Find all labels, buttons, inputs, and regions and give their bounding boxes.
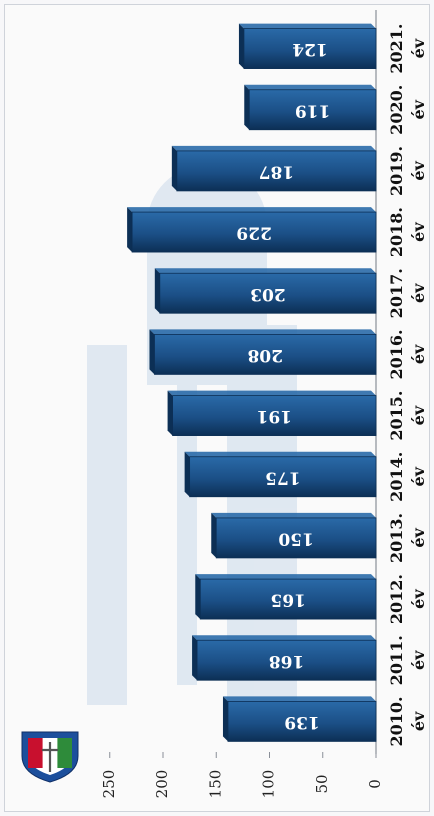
bar	[176, 150, 377, 192]
bar-top-face	[192, 635, 376, 641]
category-year-label: 2015.	[387, 391, 406, 441]
bar-end-face	[184, 451, 190, 497]
bar-end-face	[244, 84, 250, 130]
category-label: 2011. év	[387, 635, 428, 685]
bar-top-face	[171, 145, 376, 151]
category-unit-label: év	[409, 711, 428, 731]
bar-value-label: 203	[250, 284, 286, 304]
category-unit-label: év	[409, 38, 428, 58]
bar-value-label: 187	[259, 161, 295, 181]
bar-value-label: 191	[257, 406, 293, 426]
category-year-label: 2011.	[387, 635, 406, 685]
bar-end-face	[171, 145, 177, 191]
bar	[159, 272, 377, 314]
category-year-label: 2012.	[387, 574, 406, 624]
bar-end-face	[222, 696, 228, 742]
category-label: 2012. év	[387, 574, 428, 624]
bar-end-face	[192, 635, 198, 681]
category-label: 2016. év	[387, 329, 428, 379]
bar-top-face	[167, 390, 376, 396]
bar	[154, 334, 377, 375]
bar-end-face	[195, 574, 201, 620]
category-year-label: 2016.	[387, 329, 406, 379]
category-label: 2017. év	[387, 268, 428, 318]
bar-value-label: 208	[247, 345, 283, 365]
category-label: 2010. év	[387, 696, 428, 746]
category-unit-label: év	[409, 222, 428, 242]
shield-crest-icon	[21, 731, 79, 783]
category-label: 2021. év	[387, 24, 428, 74]
bar	[189, 456, 377, 498]
category-label: 2015. év	[387, 391, 428, 441]
bar	[131, 211, 377, 253]
value-tick-label: 100	[260, 770, 278, 799]
category-label: 2019. év	[387, 146, 428, 196]
category-year-label: 2019.	[387, 146, 406, 196]
bar-end-face	[127, 207, 133, 253]
category-unit-label: év	[409, 99, 428, 119]
bar-top-face	[195, 574, 376, 580]
bar-end-face	[238, 23, 244, 69]
bar	[172, 395, 377, 436]
bar	[248, 89, 377, 131]
bar-end-face	[211, 512, 217, 558]
category-label: 2013. év	[387, 513, 428, 563]
bar-value-label: 175	[265, 467, 301, 487]
category-year-label: 2017.	[387, 268, 406, 318]
category-unit-label: év	[409, 283, 428, 303]
bar-value-label: 139	[284, 712, 320, 732]
bar-top-face	[222, 696, 376, 702]
category-unit-label: év	[409, 527, 428, 547]
category-year-label: 2018.	[387, 207, 406, 257]
category-year-label: 2020.	[387, 85, 406, 135]
category-label: 2020. év	[387, 85, 428, 135]
bar-top-face	[238, 23, 376, 29]
bar-value-label: 168	[269, 651, 305, 671]
bar-top-face	[211, 512, 376, 518]
bar	[215, 517, 377, 559]
bar-top-face	[184, 451, 376, 457]
bar	[196, 639, 377, 681]
category-unit-label: év	[409, 650, 428, 670]
bar-value-label: 119	[295, 100, 331, 120]
category-unit-label: év	[409, 160, 428, 180]
category-unit-label: év	[409, 405, 428, 425]
value-tick-label: 0	[366, 779, 384, 789]
bar-end-face	[149, 329, 155, 375]
bar-top-face	[244, 84, 376, 90]
value-tick-label: 200	[153, 770, 171, 799]
category-unit-label: év	[409, 344, 428, 364]
category-label: 2014. év	[387, 452, 428, 502]
bar-top-face	[127, 207, 377, 213]
value-tick-label: 250	[100, 770, 118, 799]
category-year-label: 2021.	[387, 24, 406, 74]
category-year-label: 2010.	[387, 696, 406, 746]
bar-value-label: 124	[292, 39, 328, 59]
category-unit-label: év	[409, 466, 428, 486]
bar-value-label: 165	[270, 590, 306, 610]
bar	[227, 701, 377, 742]
value-tick-label: 50	[313, 774, 331, 793]
bar-end-face	[167, 390, 173, 436]
bar-top-face	[149, 329, 376, 335]
bar-value-label: 229	[236, 223, 272, 243]
category-label: 2018. év	[387, 207, 428, 257]
value-tick-label: 150	[206, 770, 224, 799]
category-year-label: 2013.	[387, 513, 406, 563]
bar-top-face	[154, 268, 376, 274]
category-unit-label: év	[409, 589, 428, 609]
bar	[243, 28, 377, 69]
bar-value-label: 150	[278, 528, 314, 548]
bar	[199, 578, 377, 620]
category-year-label: 2014.	[387, 452, 406, 502]
bar-end-face	[154, 268, 160, 314]
